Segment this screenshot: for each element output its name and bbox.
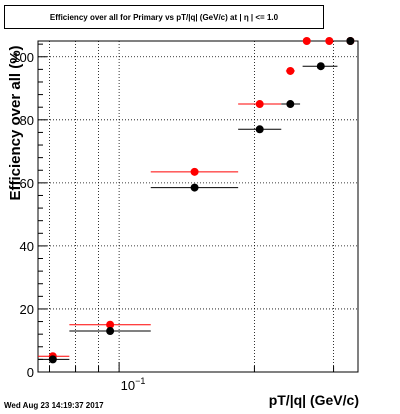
series-black [38, 37, 355, 364]
y-tick-label: 60 [20, 176, 34, 191]
y-tick-labels: 0 20 40 60 80 100 [12, 50, 34, 380]
data-point [190, 183, 199, 192]
y-tick-label: 80 [20, 113, 34, 128]
grid-lines [38, 41, 358, 372]
y-tick-label: 0 [27, 365, 34, 380]
data-point [255, 125, 264, 134]
data-point [302, 37, 311, 45]
series-layer [38, 37, 355, 364]
y-axis-label: Efficiency over all (%) [7, 45, 24, 200]
chart-title-box: Efficiency over all for Primary vs pT/|q… [4, 5, 324, 29]
data-point [325, 37, 334, 45]
data-point [286, 66, 295, 75]
x-axis-label: pT/|q| (GeV/c) [269, 392, 359, 408]
data-point [190, 167, 199, 176]
x-tick-label-base: 10 [121, 378, 135, 393]
y-tick-label: 40 [20, 239, 34, 254]
data-point [286, 100, 295, 109]
data-point [316, 62, 325, 71]
footer-timestamp: Wed Aug 23 14:19:37 2017 [4, 401, 104, 410]
plot-area [37, 40, 359, 373]
y-tick-label: 20 [20, 302, 34, 317]
y-tick-label: 100 [12, 50, 34, 65]
data-point [106, 327, 115, 336]
data-point [106, 320, 115, 329]
data-point [346, 37, 355, 45]
data-point [48, 355, 57, 364]
x-tick-label-exponent: −1 [135, 376, 145, 386]
data-point [255, 100, 264, 109]
x-tick-label: 10−1 [121, 376, 146, 393]
axis-ticks [38, 43, 335, 373]
chart-title: Efficiency over all for Primary vs pT/|q… [49, 12, 279, 22]
